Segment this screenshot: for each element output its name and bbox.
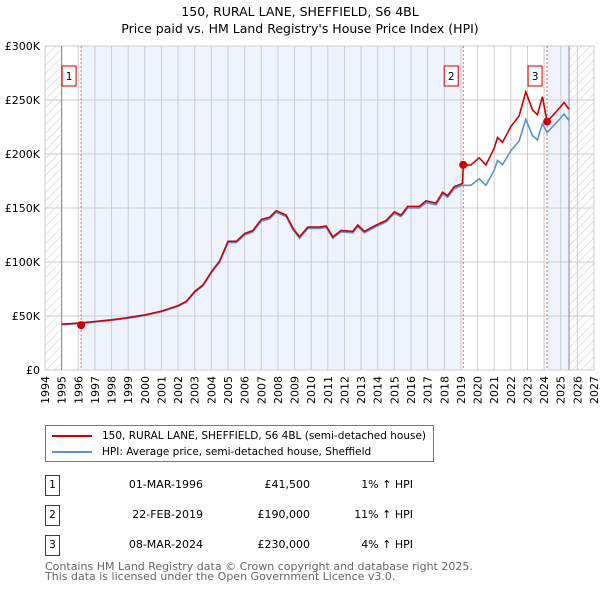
x-tick-label: 2008 [272,376,285,404]
sale-price: £190,000 [257,508,311,521]
legend-label: 150, RURAL LANE, SHEFFIELD, S6 4BL (semi… [102,430,427,442]
y-tick-label: £0 [26,364,40,377]
x-tick-label: 1999 [122,376,135,404]
licence-text: This data is licensed under the Open Gov… [45,570,396,583]
legend-swatch [52,451,92,453]
legend-swatch [52,435,92,437]
x-tick-label: 2009 [289,376,302,404]
subtitle-line: Price paid vs. HM Land Registry's House … [121,21,479,36]
sale-date: 01-MAR-1996 [128,478,203,491]
x-tick-label: 2020 [472,376,485,404]
x-tick-label: 1994 [39,376,52,404]
x-tick-label: 2025 [555,376,568,404]
price-chart: 1 2 3 1994 1995 1996 1997 1998 1999 2000 2001 2002… [5,40,600,404]
legend-item-price-paid: 150, RURAL LANE, SHEFFIELD, S6 4BL (semi… [52,430,426,442]
x-tick-label: 2024 [538,376,551,404]
x-tick-label: 2019 [455,376,468,404]
sale-price: £230,000 [257,538,311,551]
x-tick-label: 2007 [255,376,268,404]
y-tick-label: £200K [5,148,41,161]
sale-row: 2 22-FEB-2019 £190,000 11% ↑ HPI [45,505,465,526]
x-tick-label: 1996 [72,376,85,404]
sale-label-box [443,65,459,87]
title-line: 150, RURAL LANE, SHEFFIELD, S6 4BL [181,4,419,19]
x-tick-label: 1997 [89,376,102,404]
sale-date: 22-FEB-2019 [132,508,203,521]
sale-hpi-diff: 11% ↑ HPI [354,508,413,521]
legend-label: HPI: Average price, semi-detached house,… [102,446,372,458]
sale-label: 2 [448,71,455,83]
footer: Contains HM Land Registry data © Crown c… [45,560,473,583]
sale-hpi-diff: 4% ↑ HPI [361,538,413,551]
x-tick-label: 2003 [189,376,202,404]
x-tick-label: 2011 [322,376,335,404]
sale-marker: 1 [45,475,60,496]
x-tick-label: 2021 [488,376,501,404]
x-tick-label: 2000 [139,376,152,404]
x-tick-label: 2013 [355,376,368,404]
sale-label-box [527,65,543,87]
chart-title: 150, RURAL LANE, SHEFFIELD, S6 4BL Price… [0,3,600,37]
x-tick-label: 2004 [205,376,218,404]
x-tick-label: 2005 [222,376,235,404]
y-tick-label: £250K [5,94,41,107]
x-tick-label: 1998 [106,376,119,404]
sale-point [543,117,552,126]
sale-date: 08-MAR-2024 [128,538,203,551]
sale-point [77,321,86,330]
x-tick-label: 2014 [372,376,385,404]
sale-marker: 3 [45,535,60,556]
x-tick-label: 2017 [422,376,435,404]
x-tick-label: 2002 [172,376,185,404]
sale-label-box [61,65,77,87]
copyright-text: Contains HM Land Registry data © Crown c… [45,560,473,573]
sale-marker: 2 [45,505,60,526]
x-tick-label: 2018 [438,376,451,404]
legend-item-hpi: HPI: Average price, semi-detached house,… [52,446,371,458]
x-tick-label: 2012 [338,376,351,404]
x-tick-label: 2010 [305,376,318,404]
sale-point [459,160,468,169]
y-tick-label: £100K [5,256,41,269]
x-tick-label: 1995 [56,376,69,404]
sale-row: 3 08-MAR-2024 £230,000 4% ↑ HPI [45,535,465,556]
y-tick-label: £300K [5,40,41,53]
x-tick-label: 2006 [239,376,252,404]
x-tick-label: 2001 [155,376,168,404]
x-tick-label: 2022 [505,376,518,404]
x-tick-label: 2026 [571,376,584,404]
x-tick-label: 2027 [588,376,600,404]
sale-row: 1 01-MAR-1996 £41,500 1% ↑ HPI [45,475,465,496]
price-paid-line [61,89,570,325]
legend: 150, RURAL LANE, SHEFFIELD, S6 4BL (semi… [45,425,434,462]
y-tick-label: £50K [12,310,41,323]
x-tick-label: 2015 [388,376,401,404]
sale-label: 3 [532,71,539,83]
sale-hpi-diff: 1% ↑ HPI [361,478,413,491]
sale-price: £41,500 [264,478,311,491]
x-tick-label: 2016 [405,376,418,404]
y-tick-label: £150K [5,202,41,215]
x-tick-label: 2023 [521,376,534,404]
sale-label: 1 [66,71,73,83]
